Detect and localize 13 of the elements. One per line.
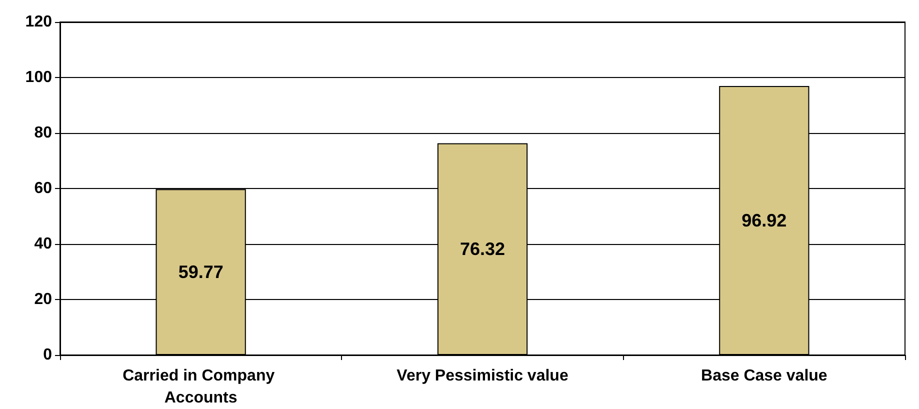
y-tick-label: 120	[25, 14, 52, 30]
x-tick-label: Base Case value	[701, 368, 828, 384]
y-tick-label: 20	[34, 291, 52, 308]
data-label: 59.77	[178, 262, 224, 282]
y-tick-label: 60	[34, 180, 52, 197]
data-label: 76.32	[460, 239, 506, 260]
x-tick-label: Very Pessimistic value	[396, 368, 568, 384]
data-label: 96.92	[742, 210, 787, 231]
y-tick-label: 0	[43, 346, 52, 364]
y-tick-label: 80	[34, 124, 52, 142]
y-tick-label: 40	[34, 236, 52, 252]
y-tick-label: 100	[25, 69, 52, 86]
x-tick-label: Carried in Company Accounts	[122, 368, 280, 406]
